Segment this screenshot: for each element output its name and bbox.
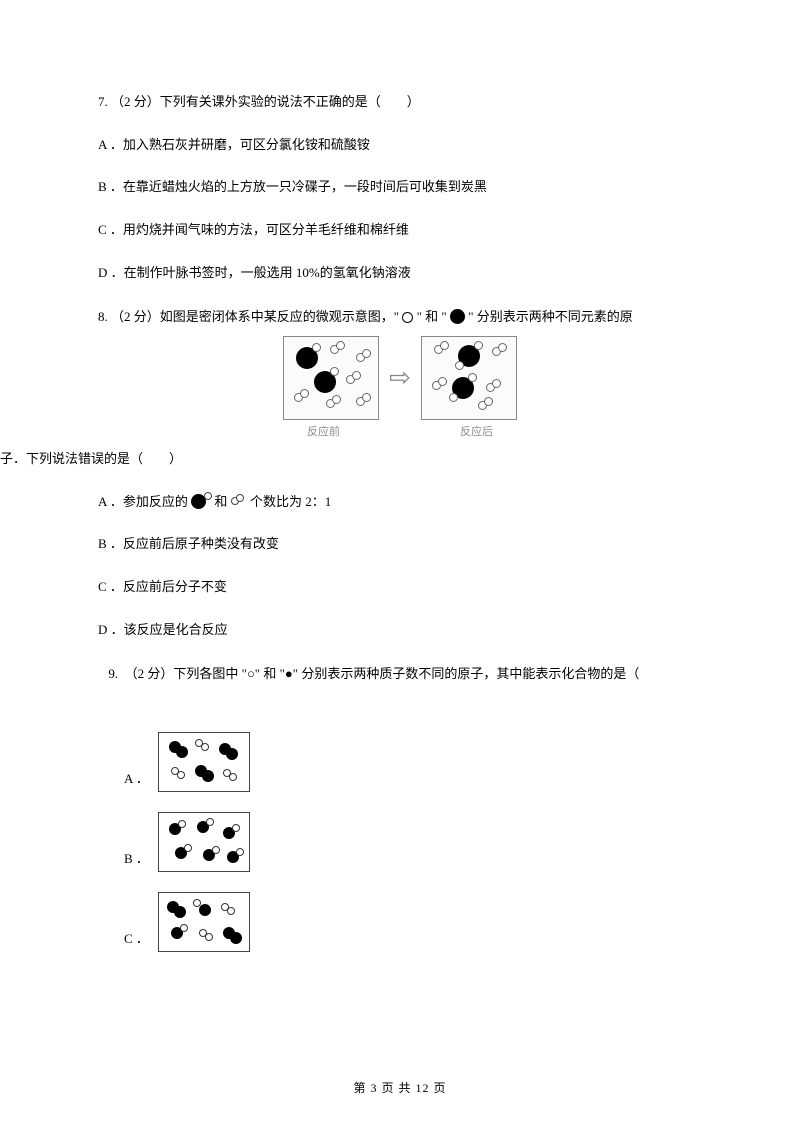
q8-a-post: 个数比为 2：1 xyxy=(250,494,331,509)
q7-option-b: B ．在靠近蜡烛火焰的上方放一只冷碟子，一段时间后可收集到炭黑 xyxy=(72,175,728,200)
q8-stem-pre: 8. （2 分）如图是密闭体系中某反应的微观示意图，" xyxy=(98,309,402,324)
q8-stem: 8. （2 分）如图是密闭体系中某反应的微观示意图，" " 和 " " 分别表示… xyxy=(72,305,728,330)
q8-box-after xyxy=(421,336,517,420)
q9-option-a-row: A ． xyxy=(72,732,728,792)
q9-stem-close: ） xyxy=(0,687,728,712)
q9-option-a-label: A ． xyxy=(98,767,149,792)
q8-box-before xyxy=(283,336,379,420)
q8-stem-post: " 分别表示两种不同元素的原 xyxy=(468,309,633,324)
dimer-ww-icon xyxy=(231,494,247,508)
q8-diagram-labels: 反应前 反应后 xyxy=(72,422,728,443)
q9-option-c-row: C ． xyxy=(72,892,728,952)
q8-diagram: ⇨ xyxy=(72,336,728,420)
q8-label-after: 反应后 xyxy=(460,422,493,443)
q8-option-d: D ．该反应是化合反应 xyxy=(72,618,728,643)
page-footer: 第 3 页 共 12 页 xyxy=(0,1077,800,1100)
q9-option-b-label: B ． xyxy=(98,847,149,872)
q7-stem: 7. （2 分）下列有关课外实验的说法不正确的是（ ） xyxy=(72,90,728,115)
q9-box-c xyxy=(158,892,250,952)
q8-tail: 子．下列说法错误的是（ ） xyxy=(0,447,728,472)
q8-option-c: C ．反应前后分子不变 xyxy=(72,575,728,600)
q9-box-a xyxy=(158,732,250,792)
q8-stem-mid: " 和 " xyxy=(417,309,450,324)
q8-option-a: A ．参加反应的 和 个数比为 2：1 xyxy=(72,490,728,515)
q7-option-a: A ．加入熟石灰并研磨，可区分氯化铵和硫酸铵 xyxy=(72,133,728,158)
molecule-bw-icon xyxy=(191,493,211,509)
q9-box-b xyxy=(158,812,250,872)
q8-a-pre: A ．参加反应的 xyxy=(98,494,191,509)
q9-option-c-label: C ． xyxy=(98,927,149,952)
q8-label-before: 反应前 xyxy=(307,422,340,443)
q9-option-b-row: B ． xyxy=(72,812,728,872)
q9-stem: 9. （2 分）下列各图中 "○" 和 "●" 分别表示两种质子数不同的原子，其… xyxy=(72,662,728,687)
open-circle-icon xyxy=(402,312,413,323)
q7-option-d: D ．在制作叶脉书签时，一般选用 10%的氢氧化钠溶液 xyxy=(72,261,728,286)
q8-a-mid: 和 xyxy=(214,494,230,509)
solid-circle-icon xyxy=(450,309,465,324)
arrow-icon: ⇨ xyxy=(385,365,415,391)
q8-option-b: B ．反应前后原子种类没有改变 xyxy=(72,532,728,557)
q7-option-c: C ．用灼烧并闻气味的方法，可区分羊毛纤维和棉纤维 xyxy=(72,218,728,243)
